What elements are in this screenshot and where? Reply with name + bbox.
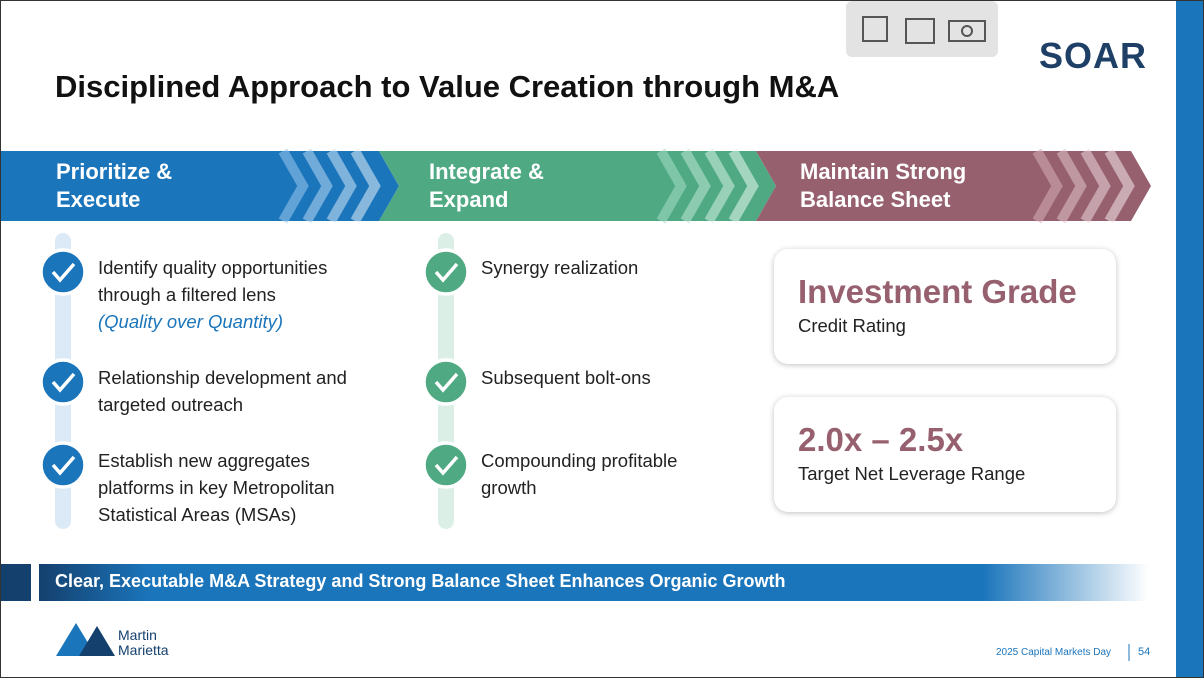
list-item: Establish new aggregates platforms in ke… <box>98 450 335 525</box>
highlight-card: 2.0x – 2.5x Target Net Leverage Range <box>774 397 1116 512</box>
company-logo: Martin Marietta <box>118 628 169 658</box>
highlight-label: Credit Rating <box>798 315 906 336</box>
highlight-value: Investment Grade <box>798 273 1077 310</box>
list-item: Subsequent bolt-ons <box>481 367 651 388</box>
list-item: Synergy realization <box>481 257 639 278</box>
title: Disciplined Approach to Value Creation t… <box>55 69 840 104</box>
company-line: Martin <box>118 627 157 643</box>
highlight-card: Investment Grade Credit Rating <box>774 249 1116 364</box>
page-number: 54 <box>1138 646 1151 658</box>
company-line: Marietta <box>118 642 169 658</box>
column-heading: Maintain Strong Balance Sheet <box>800 159 967 212</box>
footer-event: 2025 Capital Markets Day <box>996 647 1112 658</box>
banner: Clear, Executable M&A Strategy and Stron… <box>55 571 786 591</box>
list-item: Compounding profitable growth <box>481 450 678 498</box>
highlight-value: 2.0x – 2.5x <box>798 421 964 458</box>
list-item: Relationship development and targeted ou… <box>98 367 347 415</box>
logo: SOAR <box>1039 35 1148 76</box>
column-heading: Integrate & Expand <box>429 159 544 212</box>
list-item: Identify quality opportunities through a… <box>98 254 388 335</box>
column-heading: Prioritize & Execute <box>56 159 173 212</box>
highlight-label: Target Net Leverage Range <box>798 463 1026 484</box>
item-note: (Quality over Quantity) <box>98 311 284 332</box>
item-text: Identify quality opportunities through a… <box>98 257 328 305</box>
